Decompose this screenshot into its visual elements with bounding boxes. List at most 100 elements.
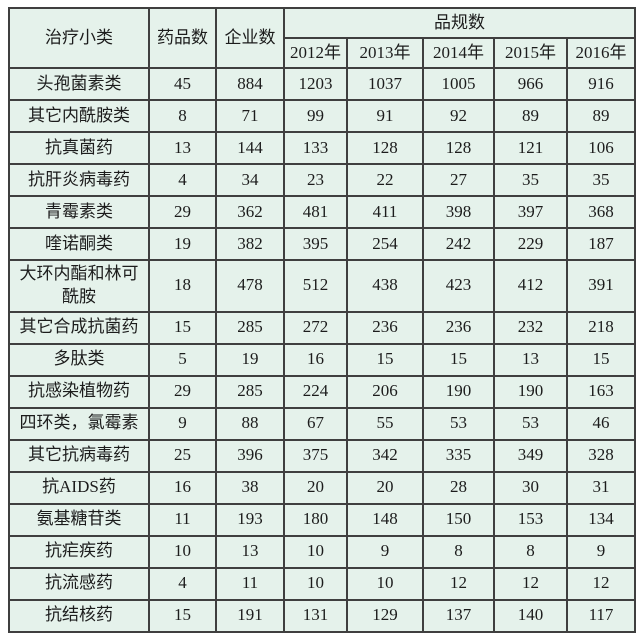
value-cell: 31 — [565, 470, 637, 505]
value-cell: 150 — [422, 502, 495, 537]
table-row: 头孢菌素类 45 884 1203 1037 1005 966 916 — [8, 67, 637, 101]
value-cell: 131 — [283, 598, 348, 633]
value-cell: 11 — [148, 502, 217, 537]
value-cell: 285 — [215, 374, 285, 409]
header-year-2013: 2013年 — [346, 37, 424, 69]
table-row: 氨基糖苷类 11 193 180 148 150 153 134 — [8, 502, 637, 537]
value-cell: 106 — [565, 131, 637, 165]
category-cell: 头孢菌素类 — [8, 67, 150, 101]
value-cell: 10 — [148, 534, 217, 569]
value-cell: 229 — [493, 227, 568, 261]
value-cell: 15 — [346, 342, 424, 377]
antibiotics-spec-table: 治疗小类 药品数 企业数 品规数 2012年 2013年 2014年 2015年… — [8, 7, 637, 633]
value-cell: 206 — [346, 374, 424, 409]
value-cell: 423 — [422, 259, 495, 313]
value-cell: 8 — [493, 534, 568, 569]
value-cell: 397 — [493, 195, 568, 229]
value-cell: 15 — [148, 310, 217, 345]
value-cell: 163 — [565, 374, 637, 409]
table-row: 抗肝炎病毒药 4 34 23 22 27 35 35 — [8, 163, 637, 197]
value-cell: 12 — [565, 566, 637, 601]
header-year-2014: 2014年 — [422, 37, 495, 69]
value-cell: 411 — [346, 195, 424, 229]
value-cell: 134 — [565, 502, 637, 537]
value-cell: 4 — [148, 163, 217, 197]
table-row: 抗感染植物药 29 285 224 206 190 190 163 — [8, 374, 637, 409]
value-cell: 412 — [493, 259, 568, 313]
value-cell: 12 — [493, 566, 568, 601]
value-cell: 342 — [346, 438, 424, 473]
value-cell: 92 — [422, 99, 495, 133]
value-cell: 398 — [422, 195, 495, 229]
value-cell: 27 — [422, 163, 495, 197]
value-cell: 15 — [148, 598, 217, 633]
category-cell: 抗感染植物药 — [8, 374, 150, 409]
value-cell: 89 — [493, 99, 568, 133]
value-cell: 328 — [565, 438, 637, 473]
value-cell: 362 — [215, 195, 285, 229]
header-spec-group: 品规数 — [282, 7, 637, 39]
header-row-top: 治疗小类 药品数 企业数 品规数 — [8, 7, 637, 69]
value-cell: 19 — [215, 342, 285, 377]
value-cell: 16 — [283, 342, 348, 377]
value-cell: 224 — [283, 374, 348, 409]
value-cell: 22 — [346, 163, 424, 197]
value-cell: 99 — [283, 99, 348, 133]
value-cell: 15 — [422, 342, 495, 377]
value-cell: 10 — [346, 566, 424, 601]
table-row: 其它抗病毒药 25 396 375 342 335 349 328 — [8, 438, 637, 473]
category-cell: 氨基糖苷类 — [8, 502, 150, 537]
table-row: 抗结核药 15 191 131 129 137 140 117 — [8, 598, 637, 633]
value-cell: 29 — [148, 374, 217, 409]
value-cell: 254 — [346, 227, 424, 261]
table-row: 青霉素类 29 362 481 411 398 397 368 — [8, 195, 637, 229]
value-cell: 29 — [148, 195, 217, 229]
value-cell: 144 — [215, 131, 285, 165]
category-cell: 多肽类 — [8, 342, 150, 377]
value-cell: 55 — [346, 406, 424, 441]
table-row: 多肽类 5 19 16 15 15 13 15 — [8, 342, 637, 377]
table-body: 头孢菌素类 45 884 1203 1037 1005 966 916 其它内酰胺类 8 71 99 9… — [8, 67, 637, 633]
header-year-2012: 2012年 — [283, 37, 348, 69]
value-cell: 38 — [215, 470, 285, 505]
value-cell: 232 — [493, 310, 568, 345]
category-cell: 喹诺酮类 — [8, 227, 150, 261]
value-cell: 9 — [565, 534, 637, 569]
value-cell: 117 — [565, 598, 637, 633]
value-cell: 285 — [215, 310, 285, 345]
value-cell: 16 — [148, 470, 217, 505]
value-cell: 236 — [422, 310, 495, 345]
value-cell: 128 — [346, 131, 424, 165]
table-row: 其它内酰胺类 8 71 99 91 92 89 89 — [8, 99, 637, 133]
value-cell: 45 — [148, 67, 217, 101]
category-cell: 青霉素类 — [8, 195, 150, 229]
category-cell: 大环内酯和林可酰胺 — [8, 259, 150, 313]
value-cell: 35 — [565, 163, 637, 197]
value-cell: 13 — [148, 131, 217, 165]
value-cell: 884 — [215, 67, 285, 101]
table-row: 大环内酯和林可酰胺 18 478 512 438 423 412 391 — [8, 259, 637, 313]
page: 治疗小类 药品数 企业数 品规数 2012年 2013年 2014年 2015年… — [8, 7, 637, 633]
value-cell: 19 — [148, 227, 217, 261]
value-cell: 438 — [346, 259, 424, 313]
value-cell: 10 — [283, 534, 348, 569]
category-cell: 抗真菌药 — [8, 131, 150, 165]
value-cell: 242 — [422, 227, 495, 261]
value-cell: 121 — [493, 131, 568, 165]
table-row: 抗真菌药 13 144 133 128 128 121 106 — [8, 131, 637, 165]
table-row: 喹诺酮类 19 382 395 254 242 229 187 — [8, 227, 637, 261]
table-header: 治疗小类 药品数 企业数 品规数 2012年 2013年 2014年 2015年… — [8, 7, 637, 69]
category-cell: 其它合成抗菌药 — [8, 310, 150, 345]
value-cell: 368 — [565, 195, 637, 229]
value-cell: 375 — [283, 438, 348, 473]
table-row: 其它合成抗菌药 15 285 272 236 236 232 218 — [8, 310, 637, 345]
category-cell: 抗流感药 — [8, 566, 150, 601]
category-cell: 抗结核药 — [8, 598, 150, 633]
value-cell: 137 — [422, 598, 495, 633]
header-year-2016: 2016年 — [565, 37, 637, 69]
value-cell: 218 — [565, 310, 637, 345]
value-cell: 8 — [148, 99, 217, 133]
category-cell: 抗疟疾药 — [8, 534, 150, 569]
value-cell: 191 — [215, 598, 285, 633]
value-cell: 30 — [493, 470, 568, 505]
